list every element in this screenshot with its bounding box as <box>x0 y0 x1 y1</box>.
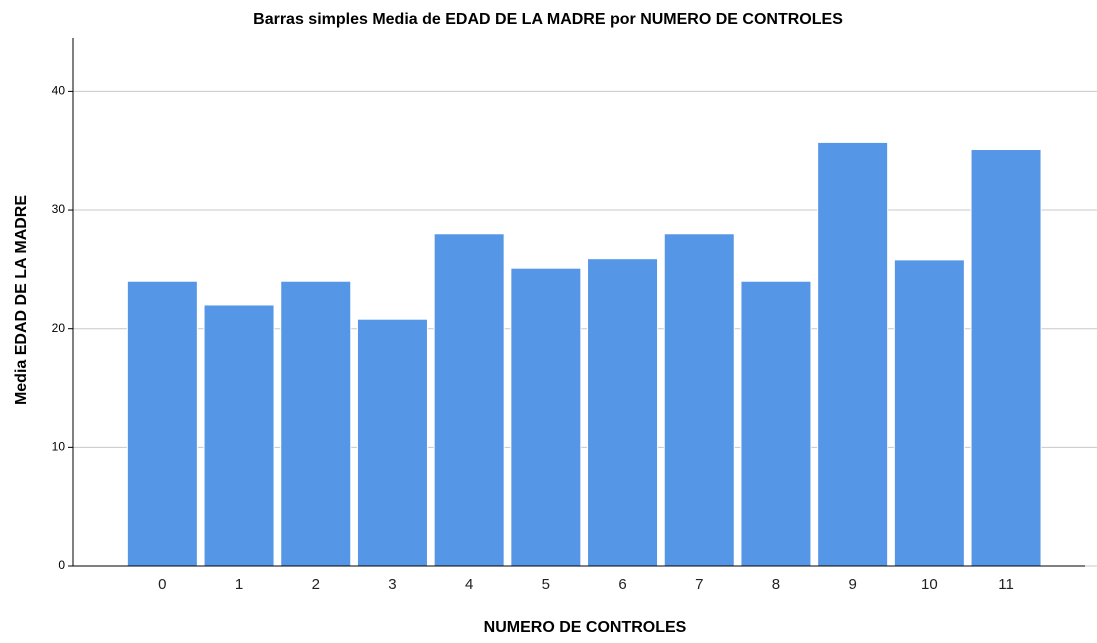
x-tick-label: 2 <box>312 576 320 593</box>
bar <box>280 280 352 567</box>
x-tick-label: 10 <box>921 576 938 593</box>
y-tick-label: 10 <box>52 440 66 454</box>
bar <box>663 233 735 567</box>
y-tick-label: 30 <box>52 202 66 216</box>
bar <box>356 318 428 567</box>
x-tick-label: 9 <box>848 576 856 593</box>
x-tick-label: 1 <box>235 576 243 593</box>
x-axis-label: NUMERO DE CONTROLES <box>484 619 687 636</box>
x-tick-label: 6 <box>618 576 626 593</box>
bar <box>126 280 198 567</box>
x-tick-label: 5 <box>542 576 550 593</box>
chart-title: Barras simples Media de EDAD DE LA MADRE… <box>253 11 843 28</box>
x-tick-label: 7 <box>695 576 703 593</box>
bar <box>817 141 889 567</box>
x-tick-label: 0 <box>158 576 166 593</box>
bar <box>740 280 812 567</box>
bar <box>203 304 275 567</box>
bar <box>587 258 659 567</box>
y-tick-label: 20 <box>52 321 66 335</box>
x-tick-label: 11 <box>998 576 1014 593</box>
bar <box>970 149 1042 567</box>
y-tick-label: 0 <box>58 558 65 572</box>
x-tick-label: 3 <box>388 576 396 593</box>
y-axis-label: Media EDAD DE LA MADRE <box>13 195 30 405</box>
y-tick-label: 40 <box>52 84 66 98</box>
x-tick-label: 4 <box>465 576 473 593</box>
bar <box>893 259 965 567</box>
x-tick-label: 8 <box>772 576 780 593</box>
bar <box>433 233 505 567</box>
bar <box>510 267 582 567</box>
